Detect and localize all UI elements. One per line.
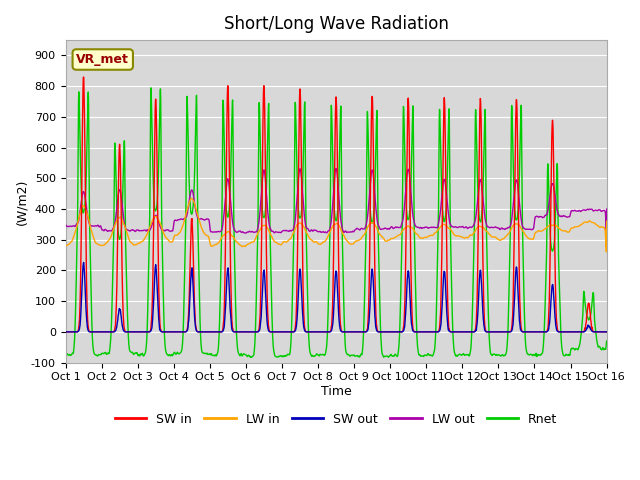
Title: Short/Long Wave Radiation: Short/Long Wave Radiation bbox=[223, 15, 449, 33]
X-axis label: Time: Time bbox=[321, 385, 351, 398]
Text: VR_met: VR_met bbox=[76, 53, 129, 66]
Y-axis label: (W/m2): (W/m2) bbox=[15, 178, 28, 225]
Legend: SW in, LW in, SW out, LW out, Rnet: SW in, LW in, SW out, LW out, Rnet bbox=[110, 408, 562, 431]
